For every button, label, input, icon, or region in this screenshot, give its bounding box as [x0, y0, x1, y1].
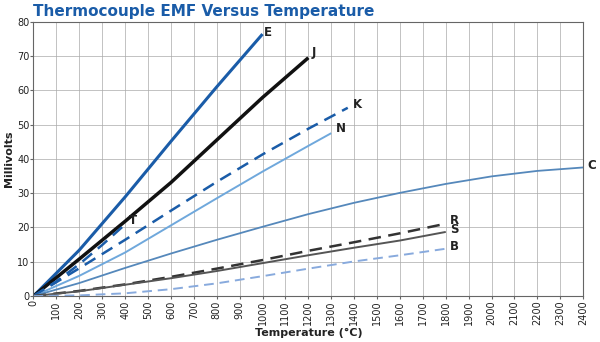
Text: Thermocouple EMF Versus Temperature: Thermocouple EMF Versus Temperature [34, 4, 375, 19]
Text: C: C [588, 159, 596, 172]
Text: K: K [353, 97, 362, 110]
Text: S: S [451, 223, 459, 236]
Text: J: J [312, 46, 316, 59]
Text: B: B [451, 240, 460, 253]
X-axis label: Temperature (°C): Temperature (°C) [254, 328, 362, 338]
Y-axis label: Millivolts: Millivolts [4, 131, 14, 187]
Text: R: R [451, 214, 460, 227]
Text: E: E [263, 26, 272, 39]
Text: T: T [128, 214, 137, 227]
Text: N: N [336, 121, 346, 134]
